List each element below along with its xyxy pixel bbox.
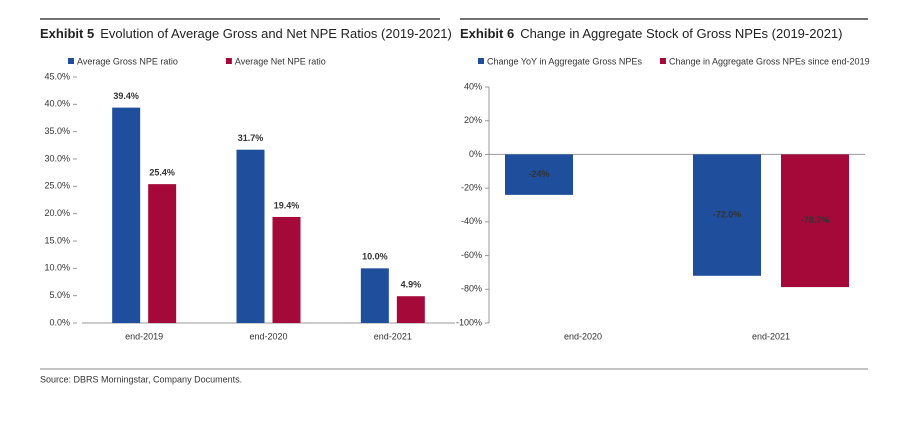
legend-label: Change YoY in Aggregate Gross NPEs [487, 56, 642, 66]
exhibit: Exhibit 6 [460, 26, 514, 41]
y-tick-label: 0% [469, 149, 482, 159]
y-tick-label: 20.0% [44, 208, 70, 218]
legend-label: Average Net NPE ratio [235, 56, 326, 66]
y-tick-label: 30.0% [44, 153, 70, 163]
y-tick-label: 45.0% [44, 71, 70, 81]
y-tick-label: 5.0% [49, 290, 70, 300]
exhibit: Exhibit 5 [40, 26, 94, 41]
legend-label: Change in Aggregate Gross NPEs since end… [669, 56, 870, 66]
value-label: 31.7% [238, 133, 264, 143]
x-tick-label: end-2020 [564, 331, 602, 341]
source: Source: DBRS Morningstar, Company Docume… [40, 374, 242, 384]
y-tick-label: 10.0% [44, 263, 70, 273]
y-tick-label: 40.0% [44, 99, 70, 109]
y-tick-label: -20% [461, 183, 482, 193]
legend-swatch [478, 58, 484, 64]
bar [781, 154, 849, 288]
y-tick-label: -40% [461, 216, 482, 226]
y-tick-label: 20% [464, 115, 482, 125]
chart-title: Exhibit 5 Evolution of Average Gross and … [40, 26, 452, 41]
legend-swatch [225, 58, 232, 64]
bar [360, 268, 389, 323]
y-tick-label: -80% [461, 284, 482, 294]
y-tick-label: -100% [456, 317, 482, 327]
legend-swatch [68, 58, 74, 64]
value-label: 4.9% [401, 280, 422, 290]
bar [396, 296, 425, 323]
legend-label: Average Gross NPE ratio [77, 56, 178, 66]
y-tick-label: 25.0% [44, 181, 70, 191]
bar [112, 107, 141, 323]
x-tick-label: end-2019 [125, 331, 163, 341]
chart-title: Exhibit 6 Change in Aggregate Stock of Gr… [460, 26, 842, 41]
legend-swatch [659, 58, 666, 64]
value-label: 39.4% [113, 91, 139, 101]
title: Change in Aggregate Stock of Gross NPEs … [520, 26, 842, 41]
value-label: -24% [528, 169, 549, 179]
bar [272, 216, 301, 323]
x-tick-label: end-2020 [249, 331, 287, 341]
value-label: -78.7% [801, 215, 830, 225]
x-tick-label: end-2021 [752, 331, 790, 341]
bar [236, 149, 265, 323]
x-tick-label: end-2021 [374, 331, 412, 341]
y-tick-label: 15.0% [44, 235, 70, 245]
y-tick-label: 0.0% [49, 317, 70, 327]
bar [505, 154, 573, 195]
title: Evolution of Average Gross and Net NPE R… [100, 26, 452, 41]
bar [693, 154, 761, 276]
value-label: 25.4% [149, 168, 175, 178]
bar [148, 184, 177, 323]
value-label: -72.0% [713, 209, 742, 219]
value-label: 19.4% [274, 200, 300, 210]
y-tick-label: 35.0% [44, 126, 70, 136]
y-tick-label: 40% [464, 81, 482, 91]
value-label: 10.0% [362, 252, 388, 262]
y-tick-label: -60% [461, 250, 482, 260]
